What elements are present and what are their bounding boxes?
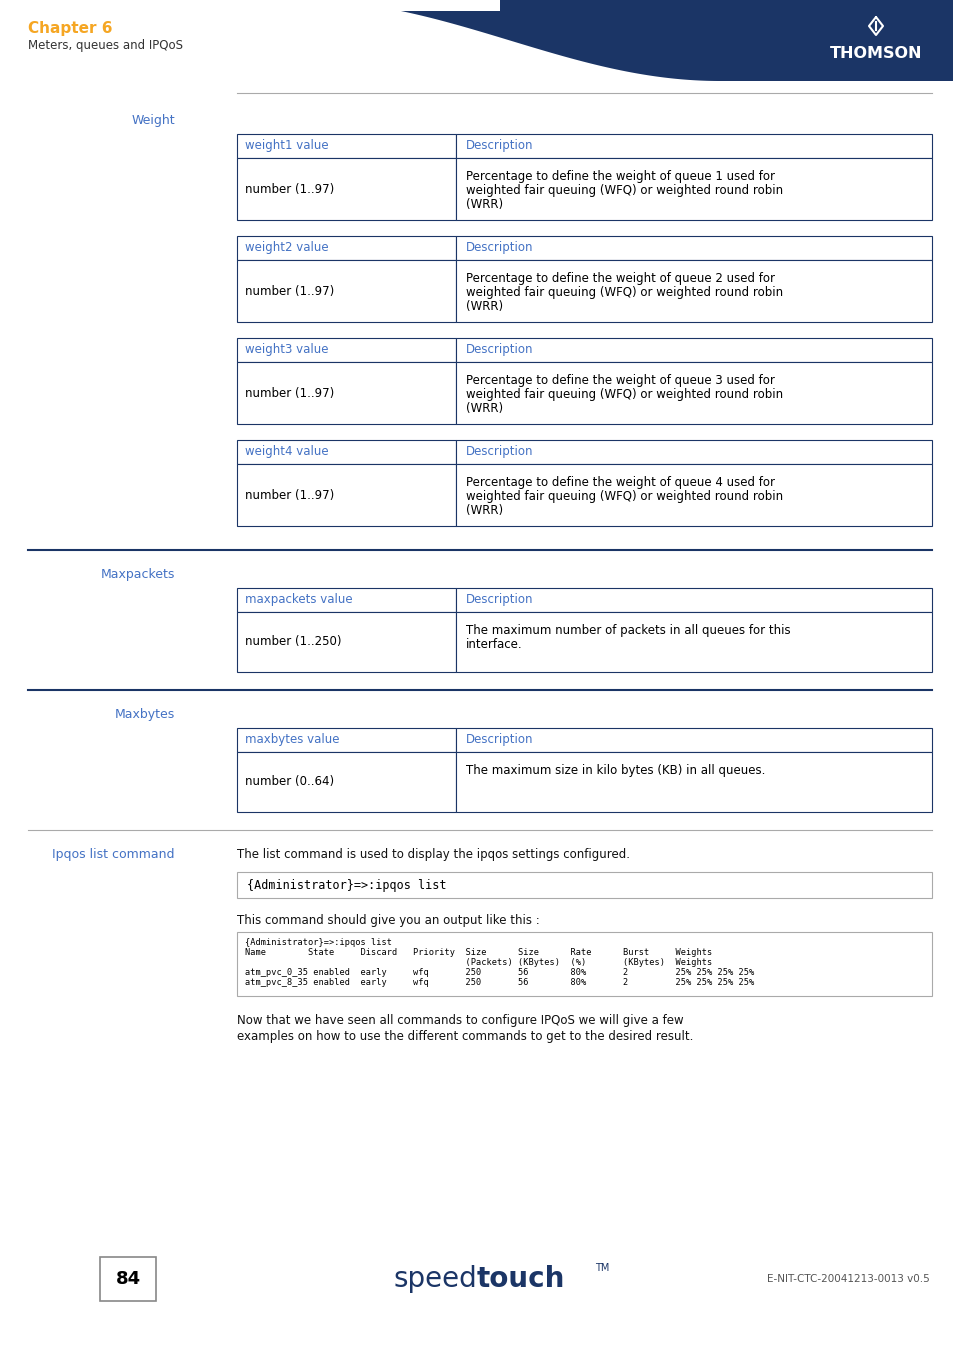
Text: {Administrator}=>:ipqos list: {Administrator}=>:ipqos list [247, 878, 446, 892]
Bar [236, 236, 456, 259]
Text: (Packets) (KBytes)  (%)       (KBytes)  Weights: (Packets) (KBytes) (%) (KBytes) Weights [245, 958, 712, 967]
Text: The maximum number of packets in all queues for this: The maximum number of packets in all que… [465, 624, 790, 638]
Text: TM: TM [595, 1263, 609, 1273]
Text: Description: Description [465, 734, 533, 747]
Text: maxpackets value: maxpackets value [245, 593, 353, 607]
Bar [456, 753, 931, 812]
Text: number (1..97): number (1..97) [245, 386, 334, 400]
Text: Percentage to define the weight of queue 1 used for: Percentage to define the weight of queue… [465, 170, 774, 182]
Bar [456, 440, 931, 463]
Text: Percentage to define the weight of queue 2 used for: Percentage to define the weight of queue… [465, 272, 774, 285]
Text: Ipqos list command: Ipqos list command [52, 848, 174, 861]
Text: Description: Description [465, 593, 533, 607]
Text: THOMSON: THOMSON [829, 46, 922, 61]
Text: Percentage to define the weight of queue 3 used for: Percentage to define the weight of queue… [465, 374, 774, 386]
Bar [236, 158, 456, 220]
Bar [236, 932, 931, 996]
Text: Description: Description [465, 343, 533, 357]
Bar [0, 0, 499, 11]
Bar [236, 134, 456, 158]
Text: Now that we have seen all commands to configure IPQoS we will give a few: Now that we have seen all commands to co… [236, 1015, 683, 1027]
Text: weight4 value: weight4 value [245, 446, 328, 458]
Text: Maxbytes: Maxbytes [114, 708, 174, 721]
Text: touch: touch [476, 1265, 565, 1293]
Text: Chapter 6: Chapter 6 [28, 22, 112, 36]
Text: number (1..97): number (1..97) [245, 489, 334, 501]
Bar [0, 0, 953, 11]
Text: atm_pvc_8_35 enabled  early     wfq       250       56        80%       2       : atm_pvc_8_35 enabled early wfq 250 56 80… [245, 978, 754, 988]
Text: maxbytes value: maxbytes value [245, 734, 339, 747]
Text: number (0..64): number (0..64) [245, 775, 334, 789]
Bar [456, 588, 931, 612]
Text: The maximum size in kilo bytes (KB) in all queues.: The maximum size in kilo bytes (KB) in a… [465, 765, 764, 777]
Text: {Administrator}=>:ipqos list: {Administrator}=>:ipqos list [245, 938, 392, 947]
Text: number (1..97): number (1..97) [245, 182, 334, 196]
Text: (WRR): (WRR) [465, 300, 502, 313]
Text: (WRR): (WRR) [465, 199, 502, 211]
Text: E-NIT-CTC-20041213-0013 v0.5: E-NIT-CTC-20041213-0013 v0.5 [766, 1274, 929, 1283]
Text: atm_pvc_0_35 enabled  early     wfq       250       56        80%       2       : atm_pvc_0_35 enabled early wfq 250 56 80… [245, 969, 754, 977]
Bar [456, 259, 931, 322]
Text: number (1..97): number (1..97) [245, 285, 334, 297]
Bar [236, 588, 456, 612]
Polygon shape [0, 0, 720, 81]
Text: Name        State     Discard   Priority  Size      Size      Rate      Burst   : Name State Discard Priority Size Size Ra… [245, 948, 712, 957]
Text: The list command is used to display the ipqos settings configured.: The list command is used to display the … [236, 848, 629, 861]
Bar [236, 753, 456, 812]
Text: examples on how to use the different commands to get to the desired result.: examples on how to use the different com… [236, 1029, 693, 1043]
Bar [236, 259, 456, 322]
Bar [456, 134, 931, 158]
Bar [100, 1256, 156, 1301]
Text: weight2 value: weight2 value [245, 242, 328, 254]
Bar [456, 463, 931, 526]
Bar [456, 338, 931, 362]
Bar [0, 0, 953, 81]
Text: This command should give you an output like this :: This command should give you an output l… [236, 915, 539, 927]
Text: (WRR): (WRR) [465, 403, 502, 415]
Text: weight3 value: weight3 value [245, 343, 328, 357]
Text: (WRR): (WRR) [465, 504, 502, 517]
Text: Description: Description [465, 446, 533, 458]
Text: weighted fair queuing (WFQ) or weighted round robin: weighted fair queuing (WFQ) or weighted … [465, 184, 782, 197]
Text: number (1..250): number (1..250) [245, 635, 341, 648]
Text: Description: Description [465, 139, 533, 153]
Text: Description: Description [465, 242, 533, 254]
Text: Weight: Weight [132, 113, 174, 127]
Bar [456, 158, 931, 220]
Text: speed: speed [393, 1265, 476, 1293]
Bar [236, 728, 456, 753]
Bar [236, 612, 456, 671]
Text: weighted fair queuing (WFQ) or weighted round robin: weighted fair queuing (WFQ) or weighted … [465, 286, 782, 299]
Text: interface.: interface. [465, 638, 522, 651]
Bar [236, 463, 456, 526]
Text: weighted fair queuing (WFQ) or weighted round robin: weighted fair queuing (WFQ) or weighted … [465, 490, 782, 503]
Text: Percentage to define the weight of queue 4 used for: Percentage to define the weight of queue… [465, 476, 774, 489]
Text: Maxpackets: Maxpackets [100, 567, 174, 581]
Bar [456, 236, 931, 259]
Bar [236, 871, 931, 898]
Bar [236, 362, 456, 424]
Bar [456, 362, 931, 424]
Bar [456, 612, 931, 671]
Bar [236, 338, 456, 362]
Bar [456, 728, 931, 753]
Text: weighted fair queuing (WFQ) or weighted round robin: weighted fair queuing (WFQ) or weighted … [465, 388, 782, 401]
Text: weight1 value: weight1 value [245, 139, 328, 153]
Bar [236, 440, 456, 463]
Text: 84: 84 [115, 1270, 140, 1288]
Text: Meters, queues and IPQoS: Meters, queues and IPQoS [28, 38, 183, 51]
